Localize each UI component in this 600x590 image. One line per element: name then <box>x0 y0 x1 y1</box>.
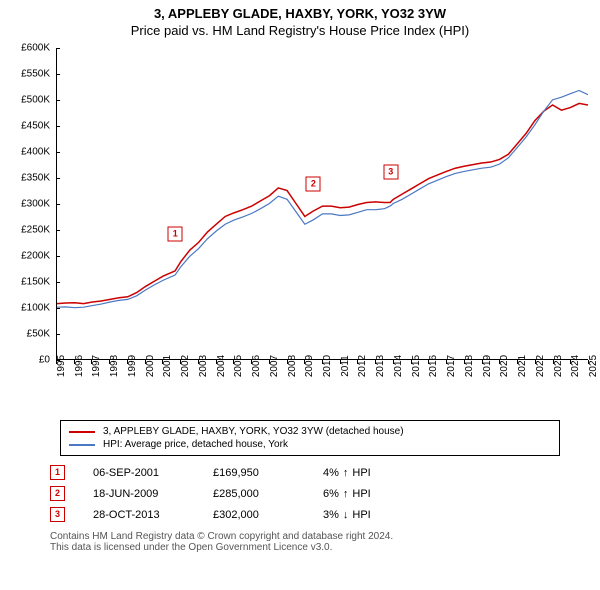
y-tick-label: £200K <box>6 251 50 262</box>
series-line <box>57 103 588 303</box>
sale-row: 1 06-SEP-2001 £169,950 4%↑HPI <box>50 462 560 483</box>
sale-row-marker: 1 <box>50 465 65 480</box>
sale-price: £285,000 <box>213 488 303 500</box>
footer-line-2: This data is licensed under the Open Gov… <box>50 542 560 553</box>
y-tick-label: £350K <box>6 173 50 184</box>
y-tick-label: £400K <box>6 147 50 158</box>
x-tick-label: 2025 <box>588 355 600 377</box>
series-line <box>57 90 588 307</box>
legend: 3, APPLEBY GLADE, HAXBY, YORK, YO32 3YW … <box>60 420 560 456</box>
arrow-down-icon: ↓ <box>343 509 349 521</box>
plot-region: 1 2 3 <box>56 48 588 360</box>
y-tick-label: £550K <box>6 69 50 80</box>
legend-label: HPI: Average price, detached house, York <box>103 439 288 450</box>
legend-item: 3, APPLEBY GLADE, HAXBY, YORK, YO32 3YW … <box>69 425 551 438</box>
y-tick-label: £150K <box>6 277 50 288</box>
legend-swatch <box>69 431 95 433</box>
figure-title-address: 3, APPLEBY GLADE, HAXBY, YORK, YO32 3YW <box>6 6 594 21</box>
sale-marker-1: 1 <box>168 227 183 242</box>
y-tick-label: £450K <box>6 121 50 132</box>
sale-date: 28-OCT-2013 <box>93 509 193 521</box>
y-tick-label: £600K <box>6 43 50 54</box>
figure-subtitle: Price paid vs. HM Land Registry's House … <box>6 23 594 38</box>
y-tick-label: £100K <box>6 303 50 314</box>
chart-area: £0 £50K £100K £150K £200K £250K £300K £350K £400… <box>6 44 594 414</box>
figure-container: 3, APPLEBY GLADE, HAXBY, YORK, YO32 3YW … <box>0 0 600 553</box>
y-tick-label: £50K <box>6 329 50 340</box>
sale-price: £169,950 <box>213 467 303 479</box>
sale-delta: 4%↑HPI <box>323 467 413 479</box>
arrow-up-icon: ↑ <box>343 488 349 500</box>
attribution-footer: Contains HM Land Registry data © Crown c… <box>50 531 560 553</box>
sale-row: 2 18-JUN-2009 £285,000 6%↑HPI <box>50 483 560 504</box>
sale-price: £302,000 <box>213 509 303 521</box>
sale-delta: 6%↑HPI <box>323 488 413 500</box>
sale-row-marker: 3 <box>50 507 65 522</box>
sale-delta: 3%↓HPI <box>323 509 413 521</box>
legend-label: 3, APPLEBY GLADE, HAXBY, YORK, YO32 3YW … <box>103 426 404 437</box>
legend-item: HPI: Average price, detached house, York <box>69 438 551 451</box>
sale-marker-3: 3 <box>383 164 398 179</box>
footer-line-1: Contains HM Land Registry data © Crown c… <box>50 531 560 542</box>
title-block: 3, APPLEBY GLADE, HAXBY, YORK, YO32 3YW … <box>0 0 600 40</box>
y-tick-label: £500K <box>6 95 50 106</box>
sale-date: 06-SEP-2001 <box>93 467 193 479</box>
sale-marker-2: 2 <box>306 176 321 191</box>
y-tick-label: £0 <box>6 355 50 366</box>
arrow-up-icon: ↑ <box>343 467 349 479</box>
sale-date: 18-JUN-2009 <box>93 488 193 500</box>
sale-table: 1 06-SEP-2001 £169,950 4%↑HPI 2 18-JUN-2009 £2… <box>50 462 560 525</box>
legend-swatch <box>69 444 95 446</box>
line-series-svg <box>57 48 588 359</box>
y-tick-label: £250K <box>6 225 50 236</box>
y-tick-label: £300K <box>6 199 50 210</box>
sale-row-marker: 2 <box>50 486 65 501</box>
sale-row: 3 28-OCT-2013 £302,000 3%↓HPI <box>50 504 560 525</box>
